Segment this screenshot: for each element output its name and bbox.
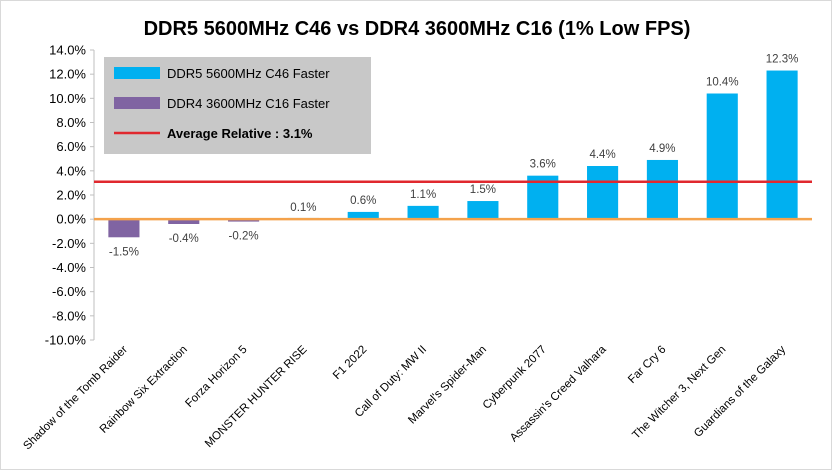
y-tick-label: 6.0% <box>56 139 86 154</box>
legend-swatch <box>114 67 160 79</box>
category-label: MONSTER HUNTER RISE <box>203 343 310 450</box>
data-label: 1.1% <box>410 189 436 201</box>
category-label: Cyberpunk 2077 <box>481 344 549 412</box>
bar <box>587 166 619 220</box>
bar <box>108 219 140 238</box>
y-tick-label: -2.0% <box>52 236 86 251</box>
data-label: 3.6% <box>530 159 556 171</box>
y-tick-label: -8.0% <box>52 308 86 323</box>
bar <box>407 205 439 220</box>
data-label: 4.9% <box>649 143 675 155</box>
y-axis: -10.0% -8.0% -6.0% -4.0% -2.0% 0.0% 2.0% 4.0% 6.… <box>45 43 95 348</box>
bar <box>646 159 678 220</box>
legend: DDR5 5600MHz C46 Faster DDR4 3600MHz C16 … <box>104 57 371 154</box>
bar <box>168 219 200 224</box>
data-label: -0.4% <box>169 233 199 245</box>
category-label: Assassin's Creed Valhara <box>508 343 609 444</box>
chart-title: DDR5 5600MHz C46 vs DDR4 3600MHz C16 (1%… <box>144 18 691 40</box>
data-label: 10.4% <box>706 77 739 89</box>
y-tick-label: -4.0% <box>52 260 86 275</box>
legend-label: Average Relative : 3.1% <box>167 126 313 141</box>
data-label: 4.4% <box>589 149 615 161</box>
category-label: F1 2022 <box>331 344 369 382</box>
bar <box>766 70 798 220</box>
bar <box>467 201 499 220</box>
y-tick-label: 8.0% <box>56 115 86 130</box>
legend-label: DDR4 3600MHz C16 Faster <box>167 96 330 111</box>
category-label: Forza Horizon 5 <box>183 344 249 410</box>
y-tick-label: -6.0% <box>52 284 86 299</box>
y-tick-label: 2.0% <box>56 188 86 203</box>
legend-label: DDR5 5600MHz C46 Faster <box>167 66 330 81</box>
data-label: 0.6% <box>350 195 376 207</box>
bar <box>706 93 738 220</box>
data-labels-group: -1.5% -0.4% -0.2% 0.1% 0.6% 1.1% 1.5% 3.6% 4.4% 4… <box>109 54 798 259</box>
y-tick-label: 4.0% <box>56 163 86 178</box>
category-label: Far Cry 6 <box>626 344 668 386</box>
y-tick-label: 0.0% <box>56 212 86 227</box>
data-label: 0.1% <box>290 202 316 214</box>
data-label: 12.3% <box>766 54 799 66</box>
category-label: Shadow of the Tomb Raider <box>21 344 130 453</box>
y-tick-label: -10.0% <box>45 333 87 348</box>
data-label: -0.2% <box>229 231 259 243</box>
data-label: -1.5% <box>109 246 139 258</box>
legend-swatch <box>114 97 160 109</box>
y-tick-label: 10.0% <box>49 91 86 106</box>
y-tick-label: 12.0% <box>49 67 86 82</box>
bar <box>347 211 379 220</box>
data-label: 1.5% <box>470 184 496 196</box>
bars-group <box>108 70 798 238</box>
y-tick-label: 14.0% <box>49 43 86 58</box>
reference-lines <box>94 180 812 221</box>
